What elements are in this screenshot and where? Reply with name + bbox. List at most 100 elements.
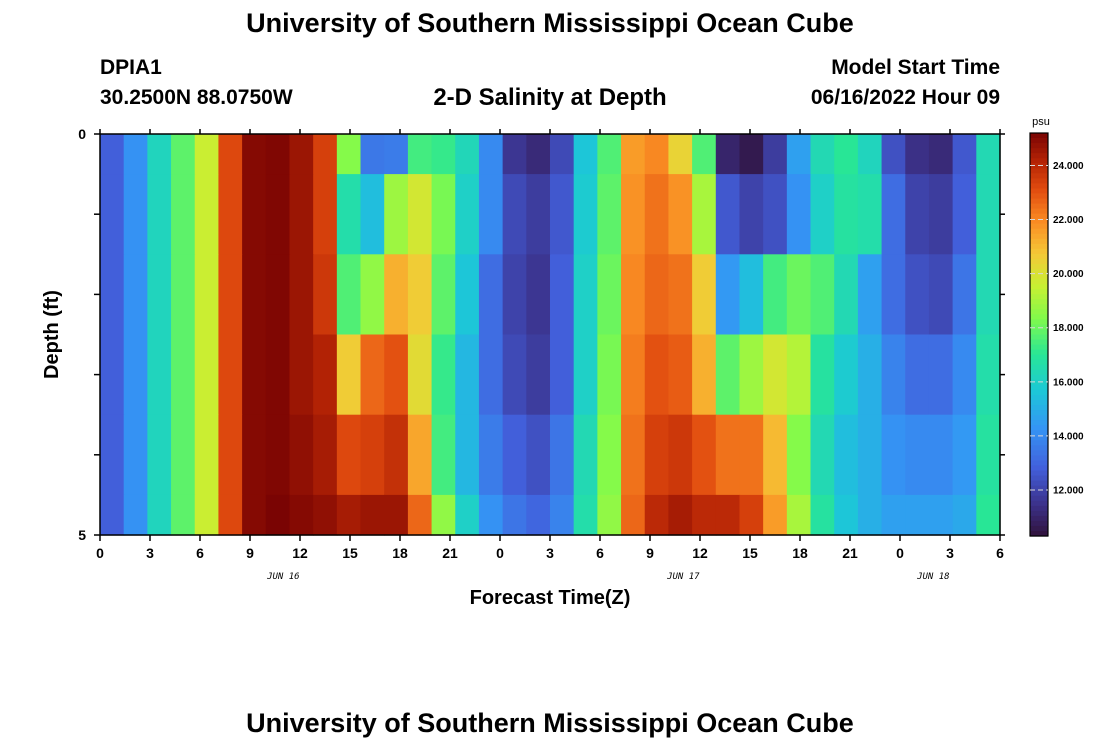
colorbar-segment bbox=[1030, 183, 1048, 190]
heatmap-cell bbox=[123, 134, 148, 175]
colorbar-segment bbox=[1030, 289, 1048, 295]
heatmap-cell bbox=[455, 334, 480, 416]
heatmap-cell bbox=[692, 174, 717, 255]
heatmap-cell bbox=[242, 254, 267, 336]
x-axis: 0 3 6 9 12 15 18 21 0 3 6 9 12 15 18 21 0 3 6 JUN 16 JUN 17 J… bbox=[96, 129, 1004, 582]
model-start-time: 06/16/2022 Hour 09 bbox=[810, 86, 1000, 109]
date-label: JUN 17 bbox=[666, 572, 700, 582]
colorbar-segment bbox=[1030, 369, 1048, 376]
heatmap-cell bbox=[194, 134, 220, 175]
colorbar-segment bbox=[1030, 505, 1048, 512]
heatmap-cell bbox=[313, 334, 338, 416]
colorbar-segment bbox=[1030, 354, 1048, 361]
heatmap-cell bbox=[928, 134, 954, 175]
colorbar-segment bbox=[1030, 168, 1048, 174]
heatmap-cell bbox=[194, 494, 220, 536]
heatmap-cell bbox=[881, 254, 906, 336]
heatmap-cell bbox=[123, 414, 148, 496]
colorbar-segment bbox=[1030, 349, 1048, 356]
heatmap-cell bbox=[100, 254, 125, 336]
heatmap-cell bbox=[550, 174, 575, 255]
heatmap-cell bbox=[194, 254, 220, 336]
heatmap-cell bbox=[573, 334, 598, 416]
heatmap-cell bbox=[952, 134, 977, 175]
heatmap-cell bbox=[407, 174, 433, 255]
heatmap-cell bbox=[644, 334, 670, 416]
heatmap-cell bbox=[123, 334, 148, 416]
colorbar-segment bbox=[1030, 294, 1048, 300]
heatmap-cell bbox=[905, 494, 930, 536]
heatmap-cell bbox=[147, 494, 172, 536]
heatmap-cell bbox=[857, 134, 883, 175]
heatmap-cell bbox=[881, 134, 906, 175]
heatmap-cell bbox=[502, 414, 527, 496]
heatmap-cell bbox=[526, 494, 551, 536]
heatmap-cell bbox=[526, 414, 551, 496]
x-tick-label: 15 bbox=[742, 545, 758, 561]
heatmap-cell bbox=[407, 414, 433, 496]
heatmap-cell bbox=[763, 174, 788, 255]
heatmap-cell bbox=[786, 174, 812, 255]
colorbar-segment bbox=[1030, 475, 1048, 482]
heatmap-cell bbox=[550, 334, 575, 416]
heatmap-cell bbox=[550, 414, 575, 496]
heatmap-cell bbox=[194, 174, 220, 255]
heatmap-cell bbox=[976, 174, 1001, 255]
heatmap-cell bbox=[171, 494, 196, 536]
heatmap-cell bbox=[313, 174, 338, 255]
heatmap-cell bbox=[621, 334, 646, 416]
heatmap-cell bbox=[976, 134, 1001, 175]
heatmap-cell bbox=[502, 174, 527, 255]
station-coordinates: 30.2500N 88.0750W bbox=[100, 86, 293, 109]
heatmap-cell bbox=[502, 134, 527, 175]
heatmap-cell bbox=[147, 174, 172, 255]
colorbar-segment bbox=[1030, 203, 1048, 210]
heatmap-cell bbox=[171, 134, 196, 175]
heatmap-cell bbox=[905, 134, 930, 175]
heatmap-cell bbox=[407, 134, 433, 175]
colorbar-segment bbox=[1030, 480, 1048, 487]
x-tick-label: 9 bbox=[246, 545, 254, 561]
colorbar-segment bbox=[1030, 389, 1048, 396]
colorbar-segment bbox=[1030, 450, 1048, 456]
heatmap-cell bbox=[478, 174, 504, 255]
station-id: DPIA1 bbox=[100, 56, 162, 79]
heatmap-cell bbox=[336, 254, 362, 336]
heatmap-cell bbox=[289, 174, 314, 255]
heatmap-cell bbox=[692, 414, 717, 496]
heatmap-cell bbox=[478, 334, 504, 416]
heatmap-cell bbox=[360, 414, 385, 496]
colorbar-tick-label: 18.000 bbox=[1053, 323, 1084, 334]
heatmap-cell bbox=[692, 334, 717, 416]
colorbar-segment bbox=[1030, 525, 1048, 532]
colorbar-frame bbox=[1029, 132, 1049, 537]
heatmap-cell bbox=[384, 254, 409, 336]
heatmap-cell bbox=[692, 134, 717, 175]
heatmap-cell bbox=[763, 494, 788, 536]
heatmap-cell bbox=[313, 134, 338, 175]
heatmap-cell bbox=[265, 134, 291, 175]
heatmap-cell bbox=[360, 334, 385, 416]
heatmap-cell bbox=[147, 334, 172, 416]
colorbar-segment bbox=[1030, 319, 1048, 326]
heatmap-cell bbox=[668, 134, 693, 175]
colorbar-segment bbox=[1030, 435, 1048, 441]
heatmap-cell bbox=[265, 174, 291, 255]
colorbar-segment bbox=[1030, 430, 1048, 436]
colorbar-segment bbox=[1030, 198, 1048, 205]
heatmap-cell bbox=[407, 254, 433, 336]
heatmap-cell bbox=[739, 254, 764, 336]
heatmap-cell bbox=[621, 174, 646, 255]
heatmap-cell bbox=[621, 494, 646, 536]
heatmap-cell bbox=[668, 254, 693, 336]
heatmap-cell bbox=[976, 414, 1001, 496]
heatmap-cell bbox=[573, 414, 598, 496]
colorbar-segment bbox=[1030, 158, 1048, 164]
heatmap-cell bbox=[597, 174, 622, 255]
colorbar-segment bbox=[1030, 314, 1048, 320]
heatmap-cells bbox=[100, 134, 1001, 536]
heatmap-cell bbox=[265, 254, 291, 336]
heatmap-cell bbox=[171, 254, 196, 336]
colorbar-segment bbox=[1030, 495, 1048, 502]
heatmap-cell bbox=[218, 334, 243, 416]
